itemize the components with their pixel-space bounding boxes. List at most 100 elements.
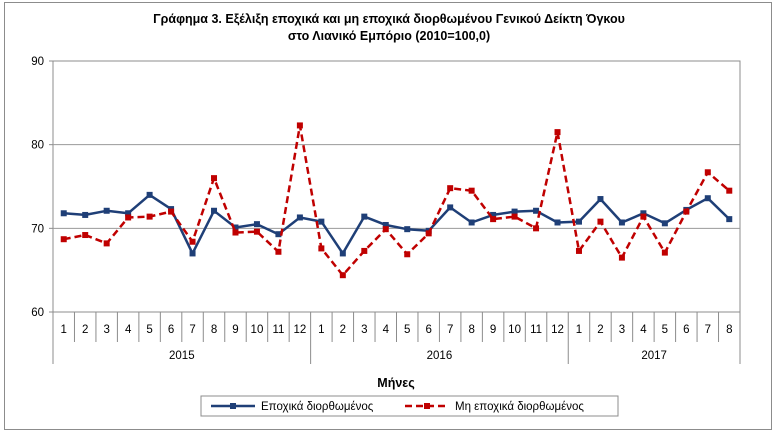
x-tick-label: 5 (146, 324, 152, 336)
data-point-seasonal (189, 250, 196, 257)
x-tick-label: 3 (361, 324, 367, 336)
x-tick-label: 4 (640, 324, 647, 336)
x-tick-label: 2 (340, 324, 346, 336)
legend-label-non-seasonal: Μη εποχικά διορθωμένος (455, 401, 584, 413)
data-point-seasonal (618, 219, 625, 226)
x-tick-label: 12 (551, 324, 564, 336)
year-label: 2016 (427, 350, 453, 362)
data-point-seasonal (275, 231, 282, 238)
data-point-seasonal (318, 218, 325, 225)
x-tick-label: 1 (318, 324, 324, 336)
data-point-seasonal (468, 219, 475, 226)
x-tick-label: 7 (447, 324, 453, 336)
data-point-non-seasonal (726, 187, 733, 194)
legend-marker-non-seasonal (424, 403, 430, 409)
chart-title-line-1: Γράφημα 3. Εξέλιξη εποχικά και μη εποχικ… (153, 12, 625, 26)
data-point-non-seasonal (382, 226, 389, 233)
line-chart: Γράφημα 3. Εξέλιξη εποχικά και μη εποχικ… (31, 12, 741, 417)
x-tick-label: 7 (189, 324, 195, 336)
legend: Εποχικά διορθωμένος Μη εποχικά διορθωμέν… (200, 395, 619, 417)
x-tick-label: 1 (61, 324, 67, 336)
x-tick-label: 6 (683, 324, 689, 336)
series-lines (60, 122, 733, 279)
x-tick-label: 7 (705, 324, 711, 336)
x-tick-label: 2 (82, 324, 88, 336)
y-tick-label: 90 (31, 56, 44, 68)
data-point-seasonal (447, 204, 454, 211)
data-point-non-seasonal (146, 213, 153, 220)
data-point-non-seasonal (425, 230, 432, 237)
y-tick-label: 60 (31, 307, 44, 319)
x-tick-label: 6 (168, 324, 174, 336)
data-point-non-seasonal (339, 272, 346, 279)
data-point-non-seasonal (318, 245, 325, 252)
series-line-seasonal (63, 193, 731, 255)
x-tick-label: 12 (293, 324, 306, 336)
x-tick-label: 6 (426, 324, 432, 336)
data-point-non-seasonal (597, 218, 604, 225)
y-tick-label: 70 (31, 223, 44, 235)
data-point-non-seasonal (575, 247, 582, 254)
series-line-non-seasonal (63, 124, 731, 277)
data-point-seasonal (361, 213, 368, 220)
legend-marker-seasonal (230, 403, 236, 409)
data-point-non-seasonal (447, 185, 454, 192)
data-point-seasonal (382, 221, 389, 228)
data-point-seasonal (726, 216, 733, 223)
data-point-seasonal (232, 224, 239, 231)
data-point-non-seasonal (618, 254, 625, 261)
data-point-seasonal (339, 250, 346, 257)
x-tick-label: 11 (272, 324, 284, 336)
data-point-non-seasonal (554, 129, 561, 136)
x-tick-label: 4 (125, 324, 132, 336)
data-point-non-seasonal (511, 213, 518, 220)
data-point-non-seasonal (704, 169, 711, 176)
x-tick-label: 8 (468, 324, 474, 336)
data-point-non-seasonal (103, 240, 110, 247)
x-tick-label: 11 (530, 324, 542, 336)
data-point-non-seasonal (683, 208, 690, 215)
plot-area-border (52, 60, 741, 313)
x-tick-label: 1 (576, 324, 582, 336)
data-point-non-seasonal (232, 229, 239, 236)
data-point-seasonal (597, 196, 604, 203)
data-point-seasonal (511, 208, 518, 215)
legend-label-seasonal: Εποχικά διορθωμένος (261, 401, 374, 413)
data-point-non-seasonal (468, 187, 475, 194)
data-point-non-seasonal (296, 122, 303, 129)
gridlines (52, 60, 741, 313)
data-point-seasonal (296, 214, 303, 221)
data-point-seasonal (82, 211, 89, 218)
x-tick-label: 8 (726, 324, 732, 336)
data-point-non-seasonal (404, 251, 411, 258)
x-tick-label: 9 (490, 324, 496, 336)
data-point-seasonal (60, 210, 67, 217)
data-point-seasonal (211, 207, 218, 214)
x-tick-label: 3 (103, 324, 109, 336)
x-tick-label: 5 (662, 324, 668, 336)
x-tick-label: 5 (404, 324, 410, 336)
data-point-seasonal (125, 210, 132, 217)
data-point-seasonal (640, 210, 647, 217)
data-point-non-seasonal (125, 214, 132, 221)
x-tick-label: 4 (383, 324, 390, 336)
data-point-non-seasonal (490, 216, 497, 223)
year-label: 2015 (169, 350, 195, 362)
data-point-non-seasonal (189, 238, 196, 245)
chart-frame: Γράφημα 3. Εξέλιξη εποχικά και μη εποχικ… (4, 2, 772, 430)
data-point-non-seasonal (168, 208, 175, 215)
data-point-non-seasonal (60, 236, 67, 243)
chart-title-line-2: στο Λιανικό Εμπόριο (2010=100,0) (288, 29, 490, 43)
data-point-seasonal (554, 219, 561, 226)
x-tick-label: 10 (508, 324, 521, 336)
data-point-non-seasonal (211, 175, 218, 182)
data-point-seasonal (704, 195, 711, 202)
data-point-non-seasonal (640, 213, 647, 220)
data-point-seasonal (146, 191, 153, 198)
x-tick-label: 10 (251, 324, 264, 336)
data-point-seasonal (533, 207, 540, 214)
data-point-non-seasonal (275, 248, 282, 255)
data-point-seasonal (490, 211, 497, 218)
y-tick-label: 80 (31, 140, 44, 152)
